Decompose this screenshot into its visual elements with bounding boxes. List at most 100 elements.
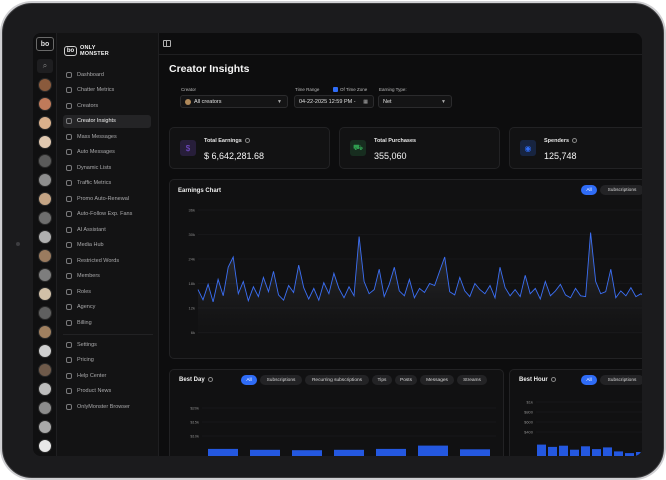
best-day-filter-recurring-subscriptions[interactable]: Recurring subscriptions — [305, 375, 369, 385]
roles-icon — [66, 288, 72, 295]
message-icon — [66, 133, 72, 140]
kpi-card: $ Total Earnings $ 6,642,281.68 — [169, 127, 330, 169]
sidebar-item-agency[interactable]: Agency — [63, 301, 151, 314]
sidebar-item-restricted-words[interactable]: Restricted Words — [63, 254, 151, 267]
info-icon[interactable] — [550, 377, 556, 382]
bar[interactable] — [559, 445, 568, 456]
best-day-filter-messages[interactable]: Messages — [420, 375, 454, 385]
creator-avatar[interactable] — [38, 78, 52, 92]
info-icon[interactable] — [244, 138, 250, 144]
sidebar-item-onlymonster-browser[interactable]: OnlyMonster Browser — [63, 400, 151, 413]
bar[interactable] — [418, 445, 448, 456]
bar[interactable] — [636, 452, 642, 456]
sidebar-item-dynamic-lists[interactable]: Dynamic Lists — [63, 161, 151, 174]
time-range-input[interactable]: 04-22-2025 12:59 PM - ▦ — [294, 95, 374, 108]
traffic-icon — [66, 180, 72, 186]
sidebar-item-auto-follow-exp-fans[interactable]: Auto-Follow Exp. Fans — [63, 208, 151, 221]
best-day-filter-all[interactable]: All — [241, 375, 257, 385]
bar[interactable] — [537, 444, 546, 456]
creator-avatar[interactable] — [38, 420, 52, 434]
sidebar-item-roles[interactable]: Roles — [63, 285, 151, 298]
bar[interactable] — [334, 449, 364, 456]
bar[interactable] — [292, 450, 322, 456]
sidebar-item-members[interactable]: Members — [63, 270, 151, 283]
bar[interactable] — [592, 449, 601, 456]
sidebar-item-label: OnlyMonster Browser — [77, 403, 130, 410]
sidebar-item-help-center[interactable]: Help Center — [63, 369, 151, 382]
creator-avatar[interactable] — [38, 306, 52, 320]
info-icon[interactable] — [572, 138, 578, 144]
app-logo-icon[interactable]: bo — [36, 37, 54, 51]
creator-avatar[interactable] — [38, 135, 52, 149]
best-hour-filter-subscriptions[interactable]: Subscriptions — [600, 375, 642, 385]
info-icon[interactable] — [207, 377, 213, 382]
camera-dot — [16, 242, 20, 246]
creator-avatar-icon — [185, 98, 191, 105]
sidebar-item-traffic-metrics[interactable]: Traffic Metrics — [63, 177, 151, 190]
creator-avatar[interactable] — [38, 173, 52, 187]
creator-avatar[interactable] — [38, 382, 52, 396]
bar[interactable] — [625, 453, 634, 456]
creator-avatar[interactable] — [38, 211, 52, 225]
checkbox-icon — [333, 87, 338, 93]
bar[interactable] — [250, 449, 280, 456]
creator-avatar[interactable] — [38, 116, 52, 130]
earning-type-select[interactable]: Net ▼ — [378, 95, 452, 108]
sidebar-toggle-icon[interactable] — [163, 40, 171, 47]
sidebar-item-label: Mass Messages — [77, 133, 117, 140]
sidebar-item-settings[interactable]: Settings — [63, 338, 151, 351]
creator-avatar[interactable] — [38, 192, 52, 206]
bar[interactable] — [460, 449, 490, 456]
best-day-filter-posts[interactable]: Posts — [395, 375, 417, 385]
bar[interactable] — [603, 447, 612, 456]
best-day-filter-tips[interactable]: Tips — [372, 375, 392, 385]
creator-avatar[interactable] — [38, 97, 52, 111]
earnings-filter-all[interactable]: All — [581, 185, 597, 195]
creator-select[interactable]: All creators ▼ — [180, 95, 288, 108]
sidebar-item-mass-messages[interactable]: Mass Messages — [63, 130, 151, 143]
sidebar-item-billing[interactable]: Billing — [63, 316, 151, 329]
follow-icon — [66, 211, 72, 217]
timezone-checkbox[interactable]: Of Time Zone — [333, 87, 367, 93]
y-tick-label: 12k — [189, 306, 195, 311]
bar[interactable] — [581, 446, 590, 456]
sidebar-item-product-news[interactable]: Product News — [63, 385, 151, 398]
brand-logo-icon: bo — [64, 46, 77, 56]
sidebar-item-dashboard[interactable]: Dashboard — [63, 68, 151, 81]
bar[interactable] — [614, 451, 623, 456]
sidebar-item-pricing[interactable]: Pricing — [63, 354, 151, 367]
sidebar-item-ai-assistant[interactable]: AI Assistant — [63, 223, 151, 236]
search-icon[interactable]: ⌕ — [37, 59, 53, 73]
y-tick-label: 30k — [189, 232, 195, 237]
bar[interactable] — [208, 448, 238, 456]
sidebar-item-media-hub[interactable]: Media Hub — [63, 239, 151, 252]
creator-avatar[interactable] — [38, 230, 52, 244]
creator-avatar[interactable] — [38, 363, 52, 377]
bar[interactable] — [376, 448, 406, 456]
creator-avatar[interactable] — [38, 344, 52, 358]
creator-avatar[interactable] — [38, 325, 52, 339]
creator-avatar[interactable] — [38, 439, 52, 453]
sidebar-item-creator-insights[interactable]: Creator Insights — [63, 114, 151, 128]
creator-avatar[interactable] — [38, 268, 52, 282]
sidebar-item-creators[interactable]: Creators — [63, 99, 151, 112]
creator-label: Creator — [181, 87, 197, 92]
earnings-filter-subscriptions[interactable]: Subscriptions — [600, 185, 642, 195]
y-tick-label: $800 — [524, 410, 534, 415]
creator-avatar[interactable] — [38, 401, 52, 415]
sidebar-item-promo-auto-renewal[interactable]: Promo Auto-Renewal — [63, 192, 151, 205]
best-day-filter-streams[interactable]: Streams — [457, 375, 487, 385]
y-tick-label: $400 — [524, 430, 534, 435]
best-hour-filter-all[interactable]: All — [581, 375, 597, 385]
creator-avatar[interactable] — [38, 287, 52, 301]
bar[interactable] — [548, 446, 557, 456]
billing-icon — [66, 319, 72, 326]
sidebar-item-chatter-metrics[interactable]: Chatter Metrics — [63, 84, 151, 97]
sidebar-item-auto-messages[interactable]: Auto Messages — [63, 146, 151, 159]
creator-avatar[interactable] — [38, 249, 52, 263]
best-day-filter-subscriptions[interactable]: Subscriptions — [260, 375, 302, 385]
earnings-chart-title: Earnings Chart — [178, 188, 222, 194]
y-tick-label: 36k — [189, 208, 195, 213]
bar[interactable] — [570, 449, 579, 456]
creator-avatar[interactable] — [38, 154, 52, 168]
